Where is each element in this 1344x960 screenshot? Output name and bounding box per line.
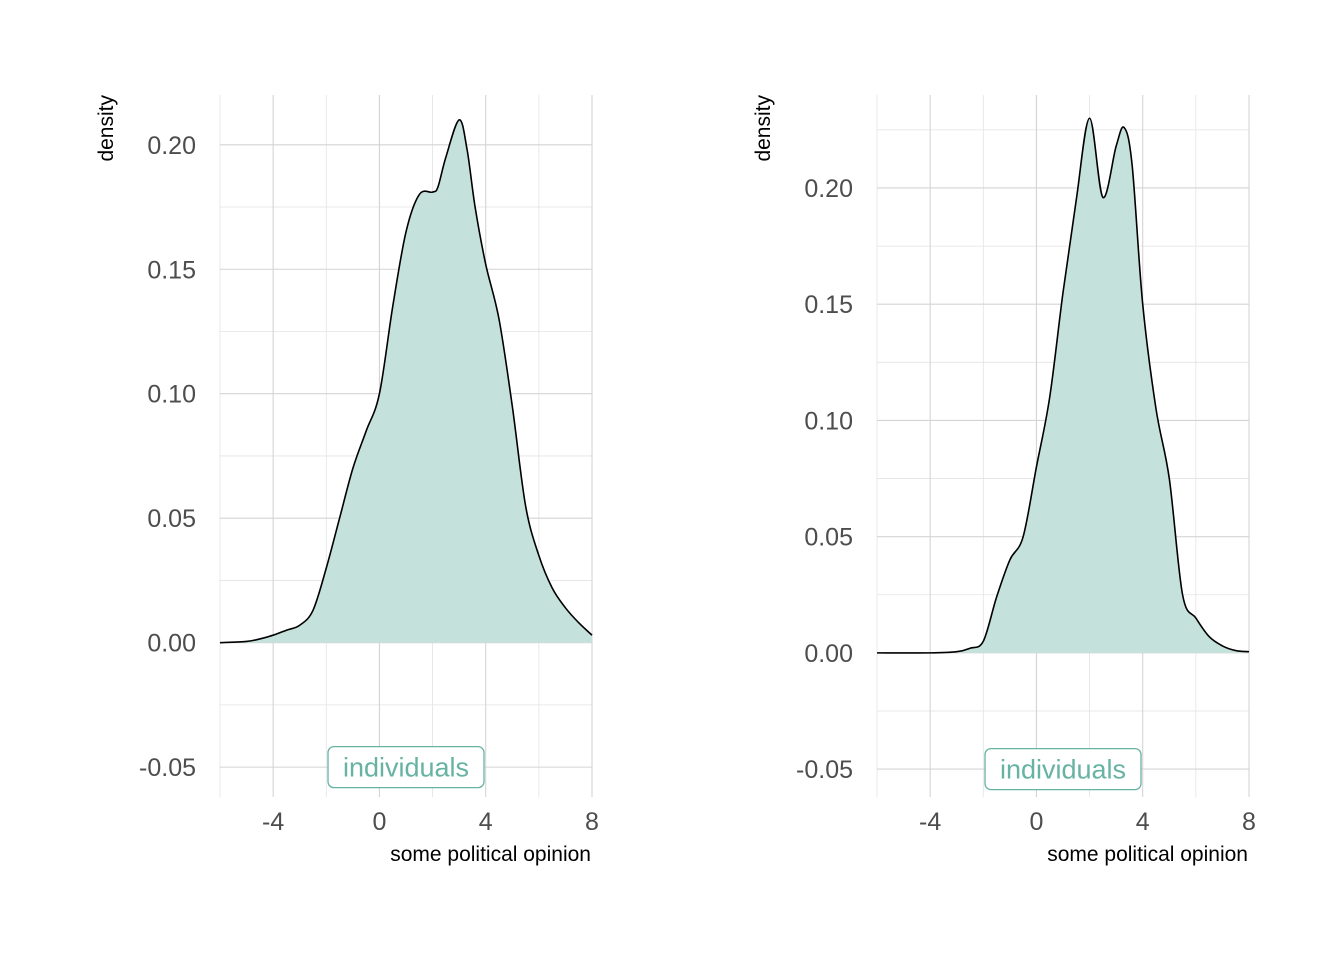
x-tick-label: 8	[1242, 808, 1256, 836]
individuals-label-box	[984, 747, 1142, 791]
x-axis-title: some political opinion	[1047, 843, 1248, 866]
density-line	[219, 119, 593, 644]
y-tick-label: 0.00	[147, 630, 196, 658]
y-tick-label: -0.05	[796, 756, 853, 784]
right-density-panel: -0.05 0.00 0.05 0.10 0.15 0.20 -4 0 4 8 some polit…	[752, 95, 1256, 866]
individuals-label-box	[327, 745, 485, 789]
individuals-label: individuals	[343, 753, 469, 783]
y-axis-title: density	[95, 95, 118, 162]
density-line	[876, 117, 1250, 654]
y-tick-label: 0.05	[804, 524, 853, 552]
y-tick-label: 0.10	[147, 381, 196, 409]
density-area	[220, 119, 592, 643]
y-tick-label: 0.05	[147, 505, 196, 533]
x-tick-label: -4	[262, 808, 284, 836]
y-tick-label: 0.20	[147, 132, 196, 160]
y-tick-label: 0.20	[804, 175, 853, 203]
x-tick-label: 0	[1029, 808, 1043, 836]
x-tick-label: 0	[372, 808, 386, 836]
x-tick-label: -4	[919, 808, 941, 836]
individuals-label: individuals	[1000, 755, 1126, 785]
x-tick-label: 4	[479, 808, 493, 836]
density-area	[877, 118, 1249, 653]
y-tick-label: 0.15	[804, 291, 853, 319]
x-tick-label: 8	[585, 808, 599, 836]
y-tick-label: 0.10	[804, 407, 853, 435]
y-tick-label: 0.15	[147, 256, 196, 284]
x-tick-label: 4	[1136, 808, 1150, 836]
y-tick-label: -0.05	[139, 754, 196, 782]
left-density-panel: -0.05 0.00 0.05 0.10 0.15 0.20 -4 0 4 8 some polit…	[95, 95, 599, 866]
y-axis-title: density	[752, 95, 775, 162]
x-axis-title: some political opinion	[390, 843, 591, 866]
y-tick-label: 0.00	[804, 640, 853, 668]
